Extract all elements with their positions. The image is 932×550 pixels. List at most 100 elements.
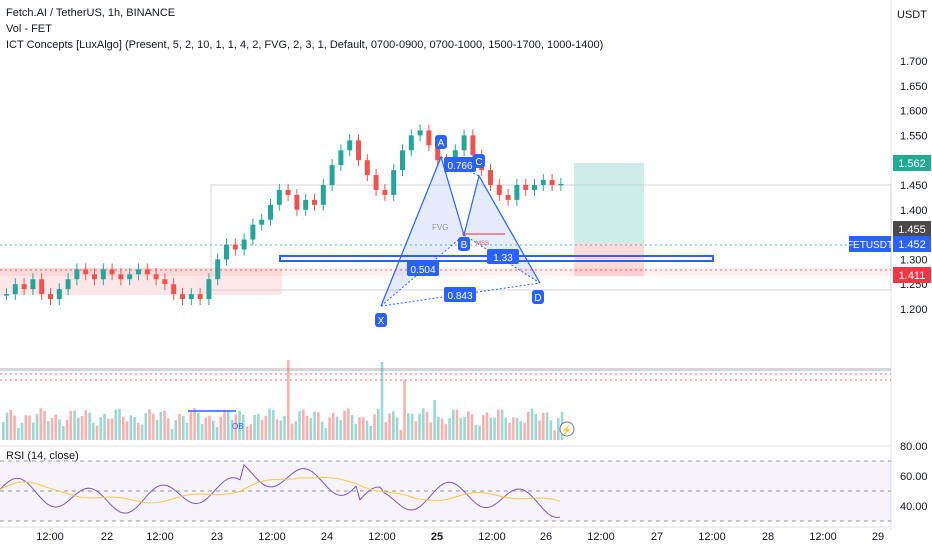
candle-body bbox=[127, 274, 133, 280]
candle-body bbox=[408, 135, 414, 151]
price-badge-label: 1.562 bbox=[898, 158, 926, 170]
candle-body bbox=[56, 289, 62, 300]
volume-bar bbox=[283, 415, 286, 440]
candle-body bbox=[461, 135, 467, 151]
candle-body bbox=[400, 150, 405, 171]
candle-body bbox=[532, 185, 537, 190]
candle-body bbox=[488, 170, 493, 185]
candle-body bbox=[329, 165, 335, 185]
volume-bar bbox=[440, 418, 444, 440]
volume-bar bbox=[58, 419, 61, 440]
rsi-tick: 40.00 bbox=[900, 501, 928, 513]
candle-body bbox=[373, 175, 379, 190]
candle-body bbox=[435, 145, 441, 161]
volume-bar bbox=[253, 414, 256, 440]
candle-body bbox=[21, 284, 27, 290]
stop-zone bbox=[574, 243, 644, 276]
volume-bar bbox=[9, 409, 13, 440]
volume-bar bbox=[99, 417, 103, 440]
volume-bar bbox=[144, 413, 148, 440]
candle-body bbox=[505, 194, 511, 200]
volume-bar bbox=[369, 426, 373, 440]
volume-bar bbox=[478, 425, 481, 440]
volume-bar bbox=[249, 424, 253, 440]
price-tick: 1.550 bbox=[900, 130, 928, 142]
volume-bar bbox=[148, 409, 151, 440]
volume-bar bbox=[534, 413, 538, 440]
price-tick: 1.600 bbox=[900, 106, 928, 118]
volume-bar bbox=[129, 415, 133, 440]
pattern-point-b bbox=[458, 237, 470, 251]
ratio-badge bbox=[407, 261, 439, 276]
volume-bar bbox=[47, 421, 50, 440]
candle-body bbox=[197, 294, 203, 300]
volume-bar bbox=[50, 417, 54, 440]
price-tick: 1.700 bbox=[900, 56, 928, 68]
volume-bar bbox=[73, 410, 76, 440]
indicator-legend[interactable]: ICT Concepts [LuxAlgo] (Present, 5, 2, 1… bbox=[6, 39, 604, 51]
candle-body bbox=[83, 269, 89, 275]
volume-bar bbox=[459, 417, 463, 440]
volume-bar bbox=[208, 415, 211, 440]
volume-bar bbox=[388, 413, 391, 440]
volume-bar bbox=[275, 419, 279, 440]
volume-bar bbox=[410, 413, 414, 440]
candle-body bbox=[171, 284, 177, 295]
time-tick: 12:00 bbox=[478, 531, 506, 543]
rsi-legend[interactable]: RSI (14, close) bbox=[6, 450, 79, 462]
target-zone bbox=[574, 163, 644, 243]
volume-bar bbox=[20, 422, 24, 440]
volume-bar bbox=[553, 430, 556, 440]
symbol-legend[interactable]: Fetch.AI / TetherUS, 1h, BINANCE bbox=[6, 7, 176, 19]
volume-bar bbox=[512, 417, 515, 440]
volume-bar bbox=[122, 416, 125, 440]
volume-bar bbox=[523, 422, 526, 440]
volume-bar bbox=[133, 416, 136, 440]
volume-bar bbox=[219, 416, 223, 440]
rsi-band bbox=[0, 461, 891, 521]
candle-body bbox=[30, 279, 36, 290]
price-tick: 1.450 bbox=[900, 180, 928, 192]
candle-body bbox=[153, 274, 159, 280]
time-tick: 12:00 bbox=[809, 531, 837, 543]
volume-bar bbox=[455, 409, 459, 440]
volume-bar bbox=[504, 417, 508, 440]
volume-bar bbox=[515, 417, 519, 440]
volume-bar bbox=[215, 426, 219, 440]
volume-bar bbox=[24, 415, 28, 440]
volume-bar bbox=[470, 414, 474, 440]
volume-bar bbox=[425, 411, 429, 440]
volume-bar bbox=[527, 411, 530, 440]
volume-bar bbox=[508, 422, 511, 440]
volume-bar bbox=[403, 380, 406, 440]
pattern-point-label: B bbox=[461, 240, 468, 251]
volume-bar bbox=[530, 408, 534, 440]
candle-body bbox=[320, 185, 326, 205]
candle-body bbox=[523, 185, 529, 190]
candle-body bbox=[338, 150, 344, 166]
pattern-point-label: X bbox=[378, 316, 385, 327]
price-badge bbox=[893, 267, 931, 283]
volume-bar bbox=[39, 408, 43, 440]
volume-bar bbox=[257, 413, 260, 440]
price-badge bbox=[893, 221, 931, 237]
candle-body bbox=[382, 189, 388, 195]
volume-bar bbox=[538, 420, 541, 440]
volume-bar bbox=[268, 408, 271, 440]
candle-body bbox=[180, 294, 185, 300]
price-badge-label: 1.452 bbox=[898, 239, 926, 251]
price-badge bbox=[893, 236, 931, 252]
candle-body bbox=[391, 170, 397, 195]
volume-bar bbox=[84, 410, 88, 440]
symbol-badge-label: FETUSDT bbox=[847, 240, 893, 251]
volume-bar bbox=[114, 409, 118, 440]
candle-body bbox=[294, 194, 300, 210]
volume-bar bbox=[62, 426, 65, 440]
ratio-badge bbox=[487, 249, 519, 264]
candle-body bbox=[496, 185, 502, 195]
volume-bar bbox=[384, 422, 388, 440]
volume-bar bbox=[392, 411, 395, 440]
volume-bar bbox=[182, 415, 185, 440]
volume-legend[interactable]: Vol - FET bbox=[6, 23, 52, 35]
